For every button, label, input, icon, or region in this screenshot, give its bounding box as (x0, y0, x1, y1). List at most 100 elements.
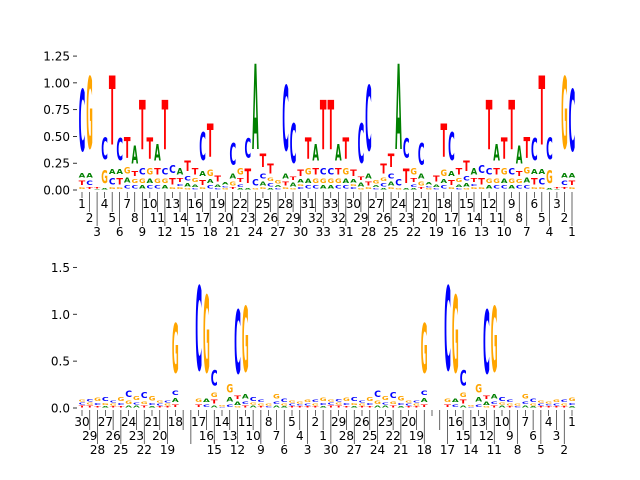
logo-letter-C: C (366, 403, 373, 406)
x-tick-label: 5 (537, 443, 545, 457)
logo-letter-T: T (460, 399, 468, 405)
logo-letter-A: A (418, 172, 425, 180)
logo-letter-T: T (501, 133, 508, 167)
logo-letter-C: C (172, 390, 179, 397)
logo-letter-C: C (478, 165, 485, 177)
logo-letter-A: A (154, 140, 161, 166)
logo-letter-C: C (475, 403, 482, 408)
logo-letter-T: T (139, 88, 146, 166)
logo-letter-G: G (164, 404, 171, 406)
logo-letter-T: T (192, 168, 199, 177)
logo-letter-G: G (546, 168, 553, 189)
logo-letter-G: G (94, 397, 101, 402)
logo-letter-T: T (290, 176, 298, 181)
logo-letter-C: C (390, 392, 397, 401)
logo-letter-G: G (483, 406, 490, 408)
logo-letter-A: A (483, 401, 491, 406)
x-tick-label: 7 (522, 415, 530, 429)
x-tick-label: 24 (121, 415, 136, 429)
logo-letter-C: C (471, 184, 478, 187)
x-tick-label: 13 (222, 429, 237, 443)
x-tick-label: 23 (129, 429, 144, 443)
logo-letter-C: C (237, 184, 244, 188)
x-tick-label: 29 (331, 415, 346, 429)
logo-letter-T: T (478, 178, 485, 187)
x-tick-label: 2 (312, 415, 320, 429)
logo-letter-C: C (365, 67, 372, 171)
logo-letter-A: A (320, 185, 328, 190)
logo-letter-G: G (242, 288, 249, 392)
logo-letter-C: C (282, 67, 289, 171)
x-tick-label: 14 (214, 415, 229, 429)
logo-letter-C: C (501, 185, 508, 190)
logo-letter-C: C (125, 390, 132, 400)
logo-letter-G: G (335, 177, 342, 184)
logo-letter-A: A (365, 172, 372, 180)
logo-letter-C: C (335, 185, 342, 190)
x-tick-label: 30 (293, 225, 308, 239)
logo-letter-A: A (493, 140, 500, 166)
logo-letter-G: G (252, 188, 259, 190)
logo-letter-G: G (275, 180, 282, 185)
logo-letter-T: T (405, 406, 412, 408)
x-tick-label: 7 (123, 197, 131, 211)
logo-letter-A: A (312, 140, 319, 166)
logo-letter-G: G (358, 188, 365, 190)
x-tick-label: 33 (316, 225, 331, 239)
logo-letter-G: G (125, 400, 132, 405)
x-tick-label: 25 (255, 197, 270, 211)
logo-letter-G: G (471, 187, 478, 190)
logo-letter-A: A (94, 189, 101, 190)
logo-letter-C: C (380, 182, 387, 187)
logo-letter-G: G (335, 403, 342, 405)
x-tick-label: 2 (560, 443, 568, 457)
logo-letter-C: C (257, 399, 264, 404)
x-tick-label: 26 (105, 429, 120, 443)
logo-letter-G: G (359, 404, 366, 406)
logo-letter-G: G (86, 58, 93, 172)
logo-letter-T: T (282, 181, 290, 187)
logo-letter-G: G (569, 397, 576, 402)
logo-letter-A: A (162, 185, 170, 190)
logo-letter-G: G (478, 187, 485, 190)
x-tick-label: 29 (285, 211, 300, 225)
logo-letter-G: G (545, 402, 552, 404)
logo-letter-T: T (561, 406, 568, 408)
logo-letter-G: G (531, 187, 538, 190)
logo-letter-T: T (94, 406, 101, 408)
x-tick-label: 13 (165, 197, 180, 211)
logo-letter-A: A (199, 170, 206, 178)
logo-letter-G: G (460, 391, 467, 398)
logo-letter-G: G (343, 167, 350, 177)
x-tick-label: 21 (414, 197, 429, 211)
logo-letter-C: C (229, 139, 236, 173)
x-tick-label: 20 (218, 211, 233, 225)
logo-letter-C: C (530, 398, 537, 403)
logo-letter-G: G (539, 187, 546, 190)
x-tick-label: 26 (376, 211, 391, 225)
y-tick-label: 0.25 (43, 157, 70, 171)
x-tick-label: 3 (93, 225, 101, 239)
logo-letter-G: G (290, 188, 297, 190)
logo-letter-A: A (237, 188, 244, 190)
logo-letter-G: G (305, 167, 312, 177)
logo-letter-T: T (554, 187, 561, 189)
logo-letter-T: T (117, 406, 124, 408)
logo-letter-G: G (366, 396, 373, 402)
logo-letter-G: G (508, 177, 515, 184)
logo-letter-G: G (522, 393, 529, 400)
logo-letter-G: G (147, 167, 154, 177)
logo-letter-A: A (388, 181, 395, 187)
logo-letter-G: G (110, 404, 117, 406)
logo-letter-C: C (327, 403, 334, 406)
logo-letter-G: G (382, 396, 389, 402)
x-tick-label: 18 (436, 197, 451, 211)
logo-letter-A: A (421, 397, 428, 403)
logo-letter-T: T (448, 178, 455, 186)
logo-letter-T: T (365, 181, 373, 187)
x-tick-label: 4 (296, 429, 304, 443)
logo-letter-T: T (335, 168, 342, 177)
logo-letter-C: C (491, 401, 498, 406)
logo-letter-C: C (312, 185, 319, 190)
logo-letter-G: G (351, 403, 358, 406)
